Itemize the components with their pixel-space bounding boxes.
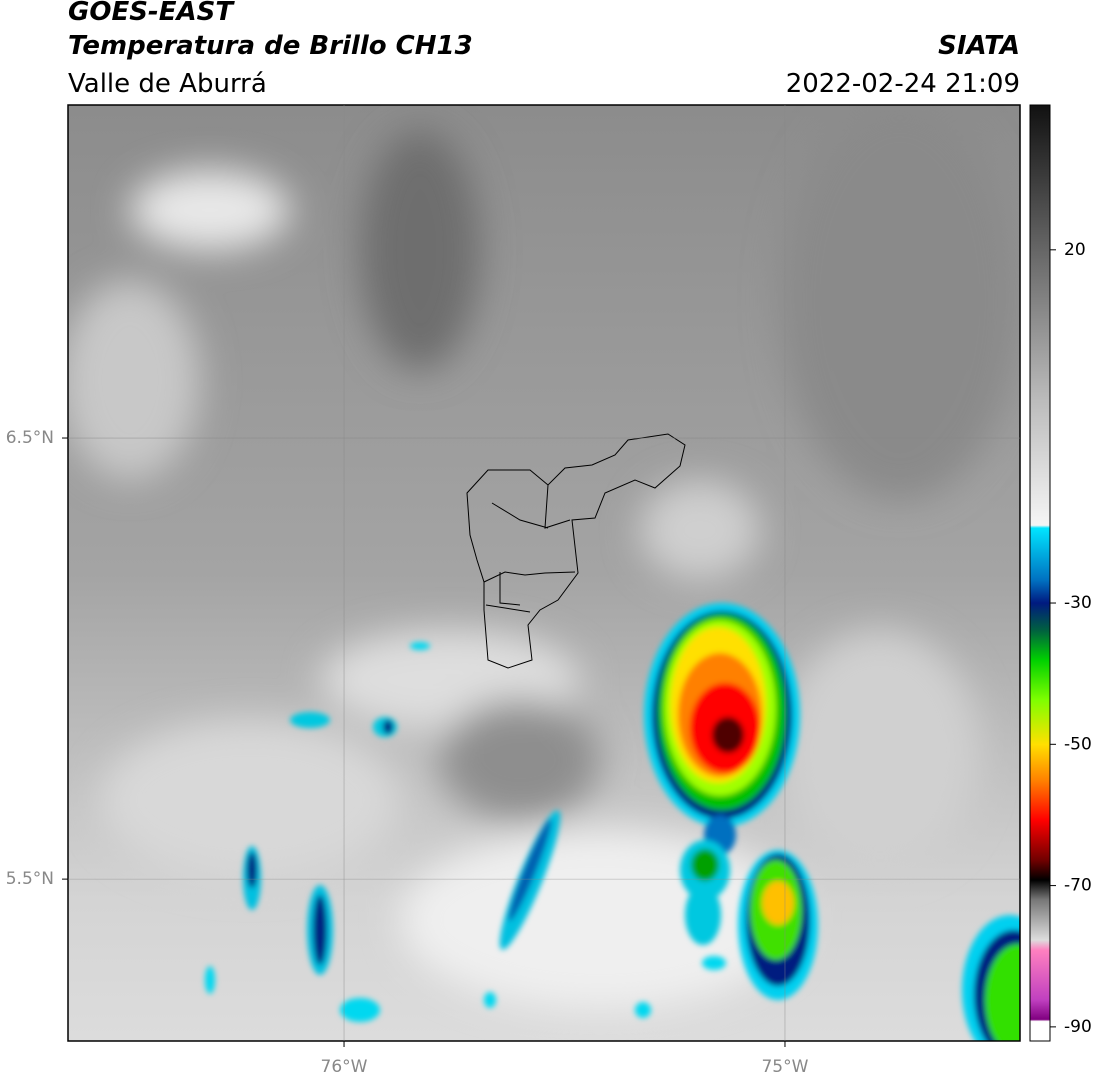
storm-cell [635, 1002, 651, 1018]
y-tick-label: 5.5°N [6, 869, 54, 889]
cloud [640, 480, 760, 580]
storm-cell [205, 966, 215, 994]
storm-cell [691, 849, 719, 881]
storm-cell [340, 998, 380, 1022]
storm-cell [685, 885, 721, 945]
storm-cell [247, 852, 257, 888]
storm-cell [762, 881, 794, 925]
colorbar-tick-label: -70 [1064, 876, 1092, 896]
cloud [68, 280, 200, 480]
source: SIATA [938, 31, 1020, 61]
subtitle: Temperatura de Brillo CH13 [68, 31, 473, 61]
x-tick-label: 76°W [321, 1057, 368, 1077]
storm-core [712, 717, 744, 753]
storm-cell [508, 818, 552, 922]
storm-cell [410, 642, 430, 650]
cloud [130, 170, 290, 250]
cloud [780, 630, 980, 870]
storm-cell [484, 992, 496, 1008]
colorbar-tick-label: -90 [1064, 1017, 1092, 1037]
x-tick-label: 75°W [761, 1057, 808, 1077]
cloud [360, 130, 480, 370]
cloud [100, 720, 400, 880]
storm-cell [383, 720, 393, 734]
storm-cell [313, 895, 327, 965]
colorbar-tick-label: 20 [1064, 240, 1086, 260]
region: Valle de Aburrá [68, 69, 267, 99]
storm-cell [702, 956, 726, 970]
datetime: 2022-02-24 21:09 [786, 69, 1020, 99]
satellite-image [68, 105, 1020, 1041]
colorbar-tick-label: -30 [1064, 593, 1092, 613]
map-frame [67, 104, 1021, 1042]
storm [205, 603, 1020, 1041]
colorbar-tick-label: -50 [1064, 734, 1092, 754]
cloud [780, 105, 1020, 500]
cloud [440, 700, 600, 820]
y-tick-label: 6.5°N [6, 428, 54, 448]
storm-cell [290, 712, 330, 728]
title: GOES-EAST [68, 0, 235, 27]
valle-de-aburra-outline [466, 433, 686, 669]
colorbar [1029, 104, 1051, 1042]
storm-cell [985, 944, 1020, 1041]
